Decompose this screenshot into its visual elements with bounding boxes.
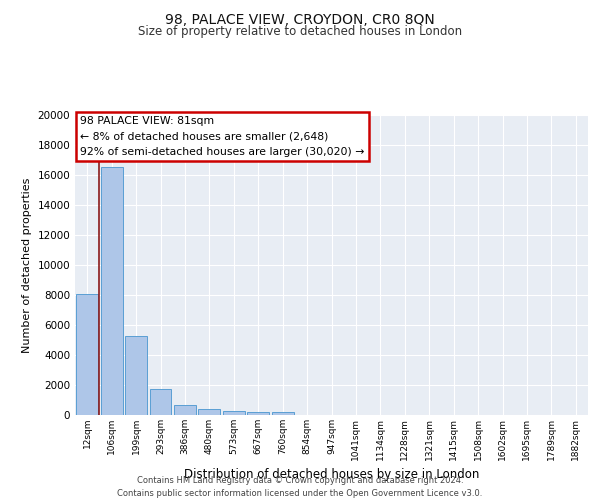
Bar — [272, 412, 293, 415]
Text: 98 PALACE VIEW: 81sqm
← 8% of detached houses are smaller (2,648)
92% of semi-de: 98 PALACE VIEW: 81sqm ← 8% of detached h… — [80, 116, 365, 157]
Bar — [174, 404, 196, 415]
Text: 98, PALACE VIEW, CROYDON, CR0 8QN: 98, PALACE VIEW, CROYDON, CR0 8QN — [165, 12, 435, 26]
Bar — [199, 410, 220, 415]
Y-axis label: Number of detached properties: Number of detached properties — [22, 178, 32, 352]
Bar — [149, 389, 172, 415]
Bar — [76, 294, 98, 415]
Text: Size of property relative to detached houses in London: Size of property relative to detached ho… — [138, 25, 462, 38]
Bar — [247, 412, 269, 415]
Text: Contains HM Land Registry data © Crown copyright and database right 2024.
Contai: Contains HM Land Registry data © Crown c… — [118, 476, 482, 498]
Bar — [223, 411, 245, 415]
Bar — [101, 168, 122, 415]
X-axis label: Distribution of detached houses by size in London: Distribution of detached houses by size … — [184, 468, 479, 481]
Bar — [125, 336, 147, 415]
